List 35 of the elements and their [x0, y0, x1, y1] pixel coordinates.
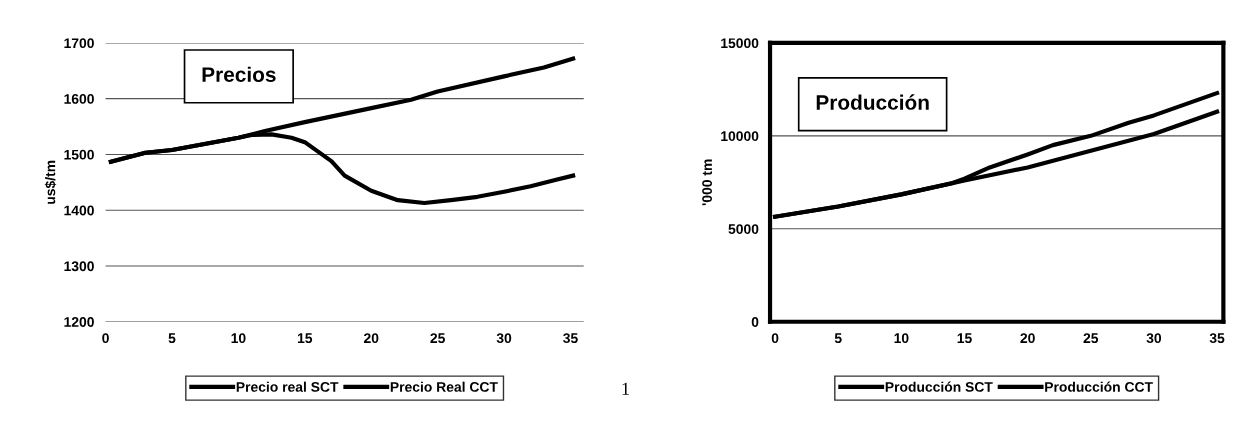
y-axis-title: '000 tm — [702, 159, 713, 206]
x-tick-label: 20 — [1020, 333, 1035, 344]
x-tick-label: 15 — [297, 333, 313, 344]
x-tick-label: 15 — [957, 333, 972, 344]
x-tick-label: 25 — [1083, 333, 1099, 344]
x-tick-label: 30 — [1146, 333, 1162, 344]
y-tick-label: 5000 — [728, 224, 759, 234]
text: Precios — [202, 66, 276, 82]
y-axis-title: us$/tm — [44, 160, 57, 204]
y-tick-label: 1200 — [64, 317, 94, 327]
y-tick-label: 15000 — [721, 38, 759, 49]
x-tick-label: 0 — [102, 333, 109, 344]
y-tick-label: 1500 — [64, 149, 94, 160]
text: Producción — [816, 94, 929, 110]
x-tick-label: 30 — [496, 333, 512, 344]
x-tick-label: 5 — [834, 333, 842, 344]
y-tick-label: 1300 — [64, 261, 94, 272]
legend-label: Precio Real CCT — [390, 381, 498, 392]
y-tick-label: 1700 — [64, 38, 94, 49]
legend-label: Producción SCT — [885, 381, 993, 392]
legend-label: Precio real SCT — [236, 381, 339, 392]
y-tick-label: 1600 — [64, 94, 94, 104]
x-tick-label: 20 — [363, 333, 379, 344]
y-tick-label: 0 — [751, 317, 759, 327]
x-tick-label: 35 — [1209, 333, 1225, 344]
x-tick-label: 10 — [894, 333, 909, 344]
x-tick-label: 5 — [168, 333, 176, 344]
x-tick-label: 10 — [231, 333, 246, 344]
text: 1 — [622, 382, 629, 395]
legend-label: Producción CCT — [1045, 381, 1153, 392]
y-tick-label: 10000 — [721, 131, 759, 142]
y-tick-label: 1400 — [64, 205, 94, 216]
x-tick-label: 35 — [563, 333, 578, 344]
x-tick-label: 25 — [430, 333, 445, 344]
x-tick-label: 0 — [771, 333, 779, 344]
